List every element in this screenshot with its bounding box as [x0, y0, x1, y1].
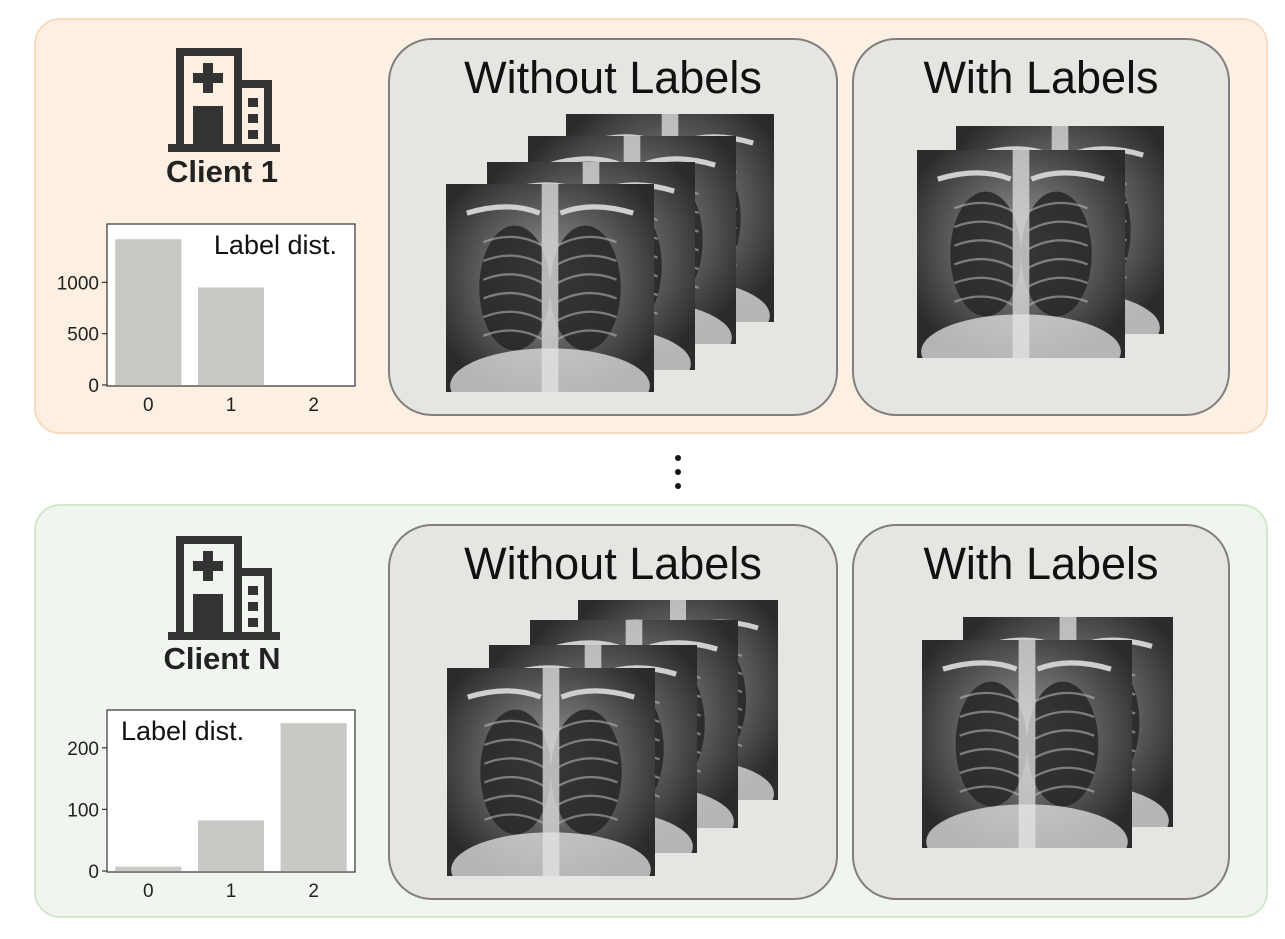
xray-image [917, 150, 1125, 358]
chart-title: Label dist. [214, 230, 337, 260]
with-labels-title: With Labels [923, 538, 1159, 589]
y-tick-label: 1000 [57, 273, 99, 294]
bar-2 [280, 723, 347, 871]
bar-0 [115, 866, 182, 871]
x-tick-label: 1 [226, 881, 237, 902]
xray-image [922, 640, 1132, 848]
x-tick-label: 1 [226, 395, 237, 416]
client-n-label: Client N [163, 641, 281, 676]
hospital-icon [168, 48, 280, 152]
without-labels-title: Without Labels [464, 52, 762, 103]
xray-image [447, 668, 655, 876]
xray-image [446, 184, 654, 392]
with-labels-title: With Labels [923, 52, 1159, 103]
y-tick-label: 100 [67, 800, 99, 821]
vertical-ellipsis-icon [672, 455, 684, 491]
bar-1 [197, 820, 265, 871]
bar-1 [197, 287, 265, 385]
y-tick-label: 500 [67, 325, 99, 346]
label-dist-chart-client-n: 0 1 2 0 100 200 Label dist. [67, 709, 356, 902]
hospital-icon [168, 536, 280, 640]
y-tick-label: 0 [88, 862, 99, 883]
x-tick-label: 2 [308, 395, 319, 416]
bar-0 [115, 239, 182, 385]
y-tick-label: 0 [88, 376, 99, 397]
label-dist-chart-client-1: 0 1 2 0 500 1000 Label dist. [57, 223, 356, 416]
x-tick-label: 2 [308, 881, 319, 902]
without-labels-title: Without Labels [464, 538, 762, 589]
x-tick-label: 0 [143, 395, 154, 416]
client-1-label: Client 1 [166, 154, 278, 189]
x-tick-label: 0 [143, 881, 154, 902]
chart-title: Label dist. [121, 716, 244, 746]
y-tick-label: 200 [67, 739, 99, 760]
